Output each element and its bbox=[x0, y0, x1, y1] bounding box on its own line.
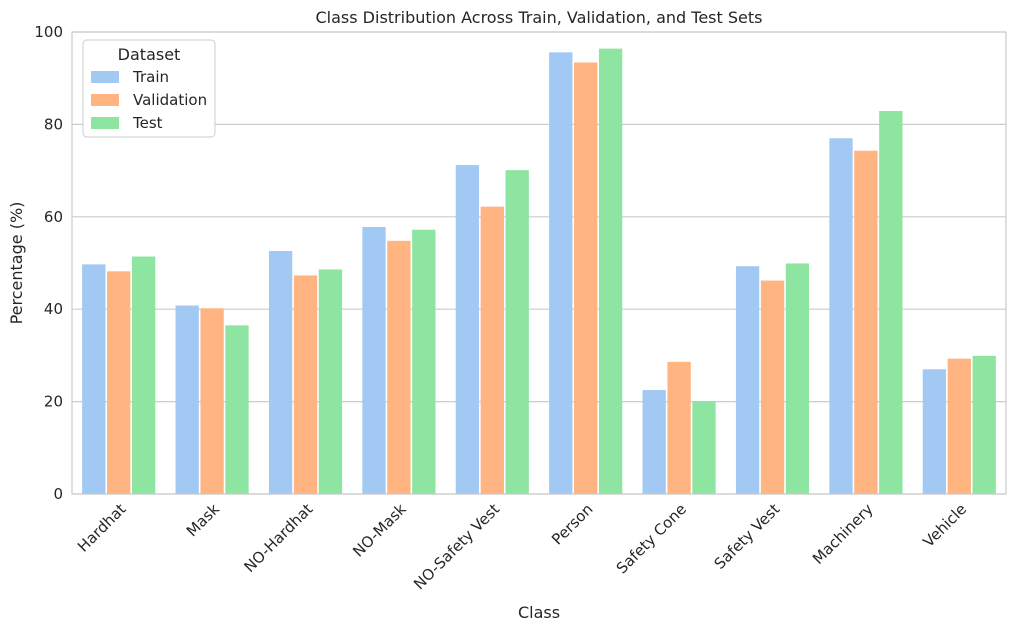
bar-test-hardhat bbox=[131, 256, 156, 494]
bar-train-mask bbox=[175, 305, 199, 494]
x-tick-label: Safety Vest bbox=[711, 500, 784, 573]
bar-validation-person bbox=[574, 62, 598, 494]
legend-label: Train bbox=[132, 68, 169, 86]
x-tick-label: Mask bbox=[183, 500, 223, 540]
bar-train-person bbox=[549, 52, 573, 494]
bar-validation-machinery bbox=[854, 150, 878, 494]
y-tick-label: 80 bbox=[44, 115, 63, 133]
bar-train-no-safety-vest bbox=[455, 165, 480, 494]
plot-frame bbox=[71, 31, 1007, 495]
legend-swatch bbox=[91, 94, 119, 106]
x-tick-label: Hardhat bbox=[74, 500, 130, 556]
bar-validation-safety-vest bbox=[760, 280, 785, 494]
y-tick-label: 100 bbox=[34, 23, 63, 41]
x-tick-label: Machinery bbox=[809, 500, 877, 568]
legend-swatch bbox=[91, 117, 119, 129]
legend-box bbox=[82, 39, 216, 138]
x-tick-label: Safety Cone bbox=[613, 500, 690, 577]
bar-train-machinery bbox=[829, 138, 853, 494]
legend-swatch bbox=[91, 71, 119, 83]
bar-validation-mask bbox=[200, 308, 224, 494]
bar-validation-no-hardhat bbox=[293, 275, 318, 494]
x-tick-label: NO-Mask bbox=[349, 500, 410, 561]
y-axis: 0 20 40 60 80 100 bbox=[34, 23, 63, 503]
chart-title: Class Distribution Across Train, Validat… bbox=[316, 8, 763, 27]
bar-test-no-hardhat bbox=[318, 269, 343, 494]
y-tick-label: 20 bbox=[44, 393, 63, 411]
x-axis: Hardhat Mask NO-Hardhat NO-Mask NO-Safety Ve… bbox=[74, 500, 970, 593]
bar-test-mask bbox=[225, 325, 249, 494]
x-tick-label: Person bbox=[548, 500, 596, 548]
bar-test-machinery bbox=[879, 111, 903, 494]
legend: Dataset Train Validation Test bbox=[82, 39, 216, 138]
y-tick-label: 40 bbox=[44, 300, 63, 318]
bar-train-safety-cone bbox=[642, 390, 666, 494]
bar-train-safety-vest bbox=[735, 266, 760, 494]
bar-validation-no-safety-vest bbox=[480, 206, 504, 495]
x-tick-label: Vehicle bbox=[919, 500, 970, 551]
bar-train-hardhat bbox=[82, 264, 106, 494]
bar-test-person bbox=[598, 48, 623, 495]
legend-title: Dataset bbox=[118, 45, 181, 64]
bar-validation-vehicle bbox=[947, 358, 971, 494]
bar-train-vehicle bbox=[922, 369, 947, 494]
bar-train-no-hardhat bbox=[268, 250, 293, 494]
legend-label: Test bbox=[132, 114, 163, 132]
x-tick-label: NO-Safety Vest bbox=[410, 500, 503, 593]
y-tick-label: 60 bbox=[44, 208, 63, 226]
bar-validation-no-mask bbox=[387, 240, 411, 494]
legend-label: Validation bbox=[133, 91, 207, 109]
bar-validation-hardhat bbox=[107, 271, 131, 494]
bar-test-vehicle bbox=[972, 355, 996, 494]
bars bbox=[82, 48, 996, 495]
x-axis-title: Class bbox=[518, 603, 560, 622]
x-tick-label: NO-Hardhat bbox=[240, 500, 316, 576]
bar-test-safety-cone bbox=[692, 401, 716, 494]
y-tick-label: 0 bbox=[53, 485, 63, 503]
bar-test-no-mask bbox=[412, 229, 436, 494]
bar-train-no-mask bbox=[362, 226, 386, 495]
bar-test-safety-vest bbox=[785, 263, 810, 494]
bar-test-no-safety-vest bbox=[505, 170, 529, 494]
y-axis-title: Percentage (%) bbox=[7, 202, 26, 325]
bar-validation-safety-cone bbox=[667, 361, 691, 494]
